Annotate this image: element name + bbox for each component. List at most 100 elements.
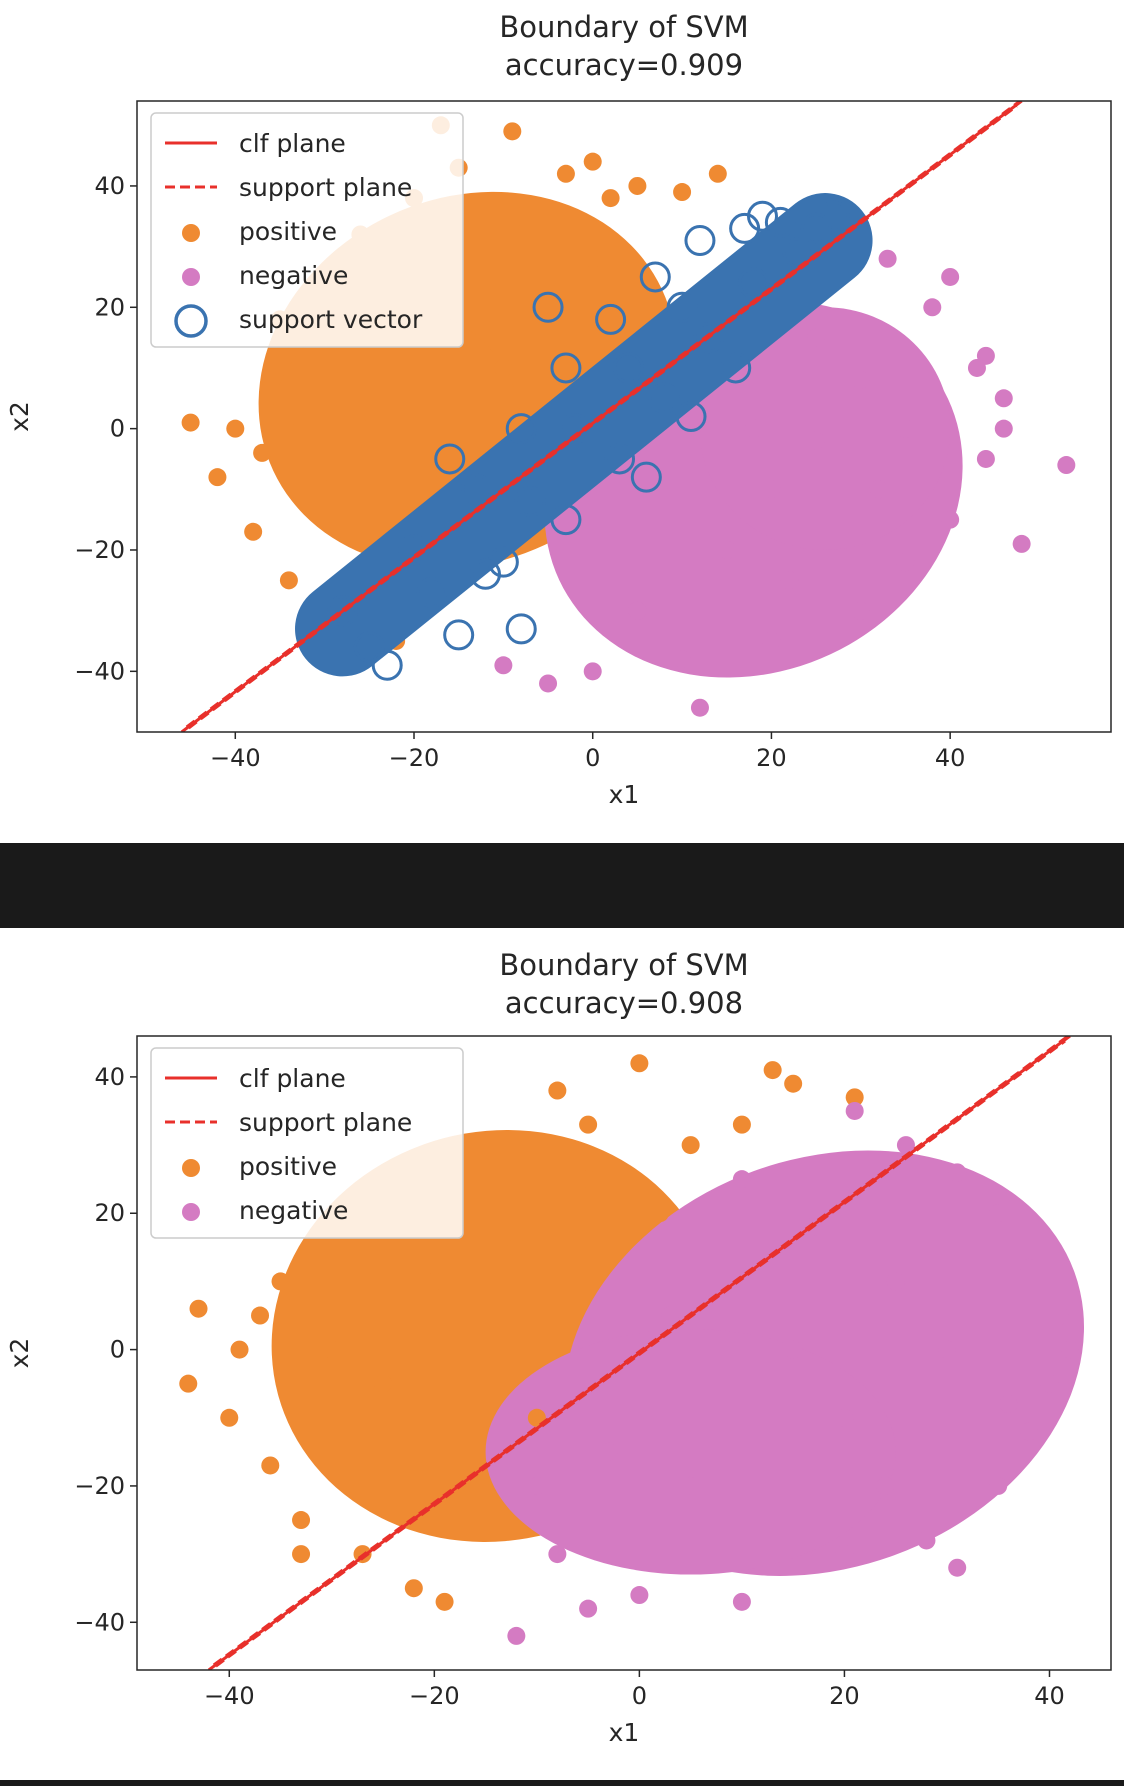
legend-label: negative <box>239 261 348 290</box>
positive-point <box>404 1476 423 1495</box>
negative-point <box>762 631 781 650</box>
plot-area <box>180 101 1076 732</box>
legend-negative-marker <box>182 268 200 286</box>
positive-point <box>322 1340 341 1359</box>
x-tick-label: 20 <box>756 744 787 772</box>
positive-point <box>251 1306 270 1325</box>
support-vector-point <box>764 206 796 238</box>
negative-point <box>948 1163 967 1182</box>
support-vector-point <box>648 382 680 414</box>
positive-point <box>579 1170 598 1189</box>
negative-point <box>896 1136 915 1155</box>
negative-point <box>994 419 1013 438</box>
negative-point <box>780 571 799 590</box>
positive-point <box>583 249 602 268</box>
positive-point <box>435 1592 454 1611</box>
support-vector-point <box>416 576 448 608</box>
support-vector-point <box>639 261 671 293</box>
positive-point <box>548 1081 567 1100</box>
negative-point <box>923 298 942 317</box>
support-vector-point <box>371 649 403 681</box>
support-vector-point <box>550 504 582 536</box>
negative-point <box>732 1592 751 1611</box>
legend: clf plane support plane positive negative su… <box>150 112 464 348</box>
y-tick-label: 0 <box>110 1336 125 1364</box>
support-vector-point <box>747 200 779 232</box>
positive-point <box>360 419 379 438</box>
positive-point <box>374 1374 393 1393</box>
negative-point <box>673 650 692 669</box>
negative-point <box>917 1531 936 1550</box>
negative-point <box>807 431 826 450</box>
positive-point <box>244 522 263 541</box>
negative-point <box>878 249 897 268</box>
support-vector-point <box>327 595 359 627</box>
negative-point <box>876 1476 895 1495</box>
legend-label: negative <box>239 1196 348 1225</box>
negative-point <box>630 1586 649 1605</box>
support-plane-line <box>212 1036 1071 1667</box>
negative-point <box>835 1408 854 1427</box>
positive-point <box>539 298 558 317</box>
legend-negative-marker <box>182 1203 200 1221</box>
support-vector-point <box>550 352 582 384</box>
positive-point <box>579 1115 598 1134</box>
x-tick-label: 0 <box>632 1682 647 1710</box>
x-tick-label: −20 <box>389 744 440 772</box>
negative-point <box>976 449 995 468</box>
legend-label: positive <box>239 217 337 246</box>
positive-point <box>405 389 424 408</box>
negative-point <box>732 1170 751 1189</box>
negative-point <box>681 1476 700 1495</box>
support-vector-point <box>675 401 707 432</box>
negative-point <box>948 1558 967 1577</box>
negative-point <box>539 674 558 693</box>
positive-point <box>512 207 531 226</box>
y-tick-label: 40 <box>94 172 125 200</box>
negative-point <box>835 1545 854 1564</box>
negative-cloud <box>485 1329 896 1575</box>
axes-frame <box>136 1035 1112 1671</box>
negative-point <box>744 419 763 438</box>
support-vector-point <box>684 225 716 257</box>
negative-point <box>896 419 915 438</box>
support-vector-point <box>461 473 493 505</box>
positive-point <box>650 1204 669 1223</box>
positive-point <box>763 1061 782 1080</box>
positive-point <box>404 1579 423 1598</box>
y-tick-label: 0 <box>110 415 125 443</box>
negative-point <box>1050 1306 1069 1325</box>
legend-label: clf plane <box>239 129 346 158</box>
negative-point <box>661 1306 680 1325</box>
positive-point <box>292 1511 311 1530</box>
negative-point <box>784 1340 803 1359</box>
x-tick-label: −40 <box>204 1682 255 1710</box>
x-tick-label: −40 <box>210 744 261 772</box>
positive-point <box>845 1088 864 1107</box>
positive-point <box>476 1340 495 1359</box>
support-vector-point <box>505 613 537 645</box>
positive-point <box>220 1408 239 1427</box>
positive-point <box>181 413 200 432</box>
negative-point <box>628 601 647 620</box>
y-tick-label: −20 <box>74 1472 125 1500</box>
positive-point <box>681 1136 700 1155</box>
legend-label: clf plane <box>239 1064 346 1093</box>
positive-point <box>630 1054 649 1073</box>
y-axis-label: x2 <box>5 401 34 432</box>
support-vector-point <box>514 485 546 517</box>
negative-point <box>845 1101 864 1120</box>
support-plane-line <box>180 104 1018 732</box>
support-vector-point <box>612 352 644 384</box>
negative-point <box>507 1626 526 1645</box>
negative-point <box>583 662 602 681</box>
legend-label: positive <box>239 1152 337 1181</box>
support-vector-point <box>666 291 698 323</box>
positive-point <box>279 571 298 590</box>
positive-point <box>292 1545 311 1564</box>
svm-boundary-chart-1: Boundary of SVM accuracy=0.909 −40 −20 0 20 40… <box>5 10 1112 809</box>
x-tick-label: 40 <box>935 744 966 772</box>
chart-subtitle: accuracy=0.908 <box>505 986 743 1020</box>
axes-frame <box>136 100 1112 733</box>
y-axis-label: x2 <box>5 1338 34 1369</box>
